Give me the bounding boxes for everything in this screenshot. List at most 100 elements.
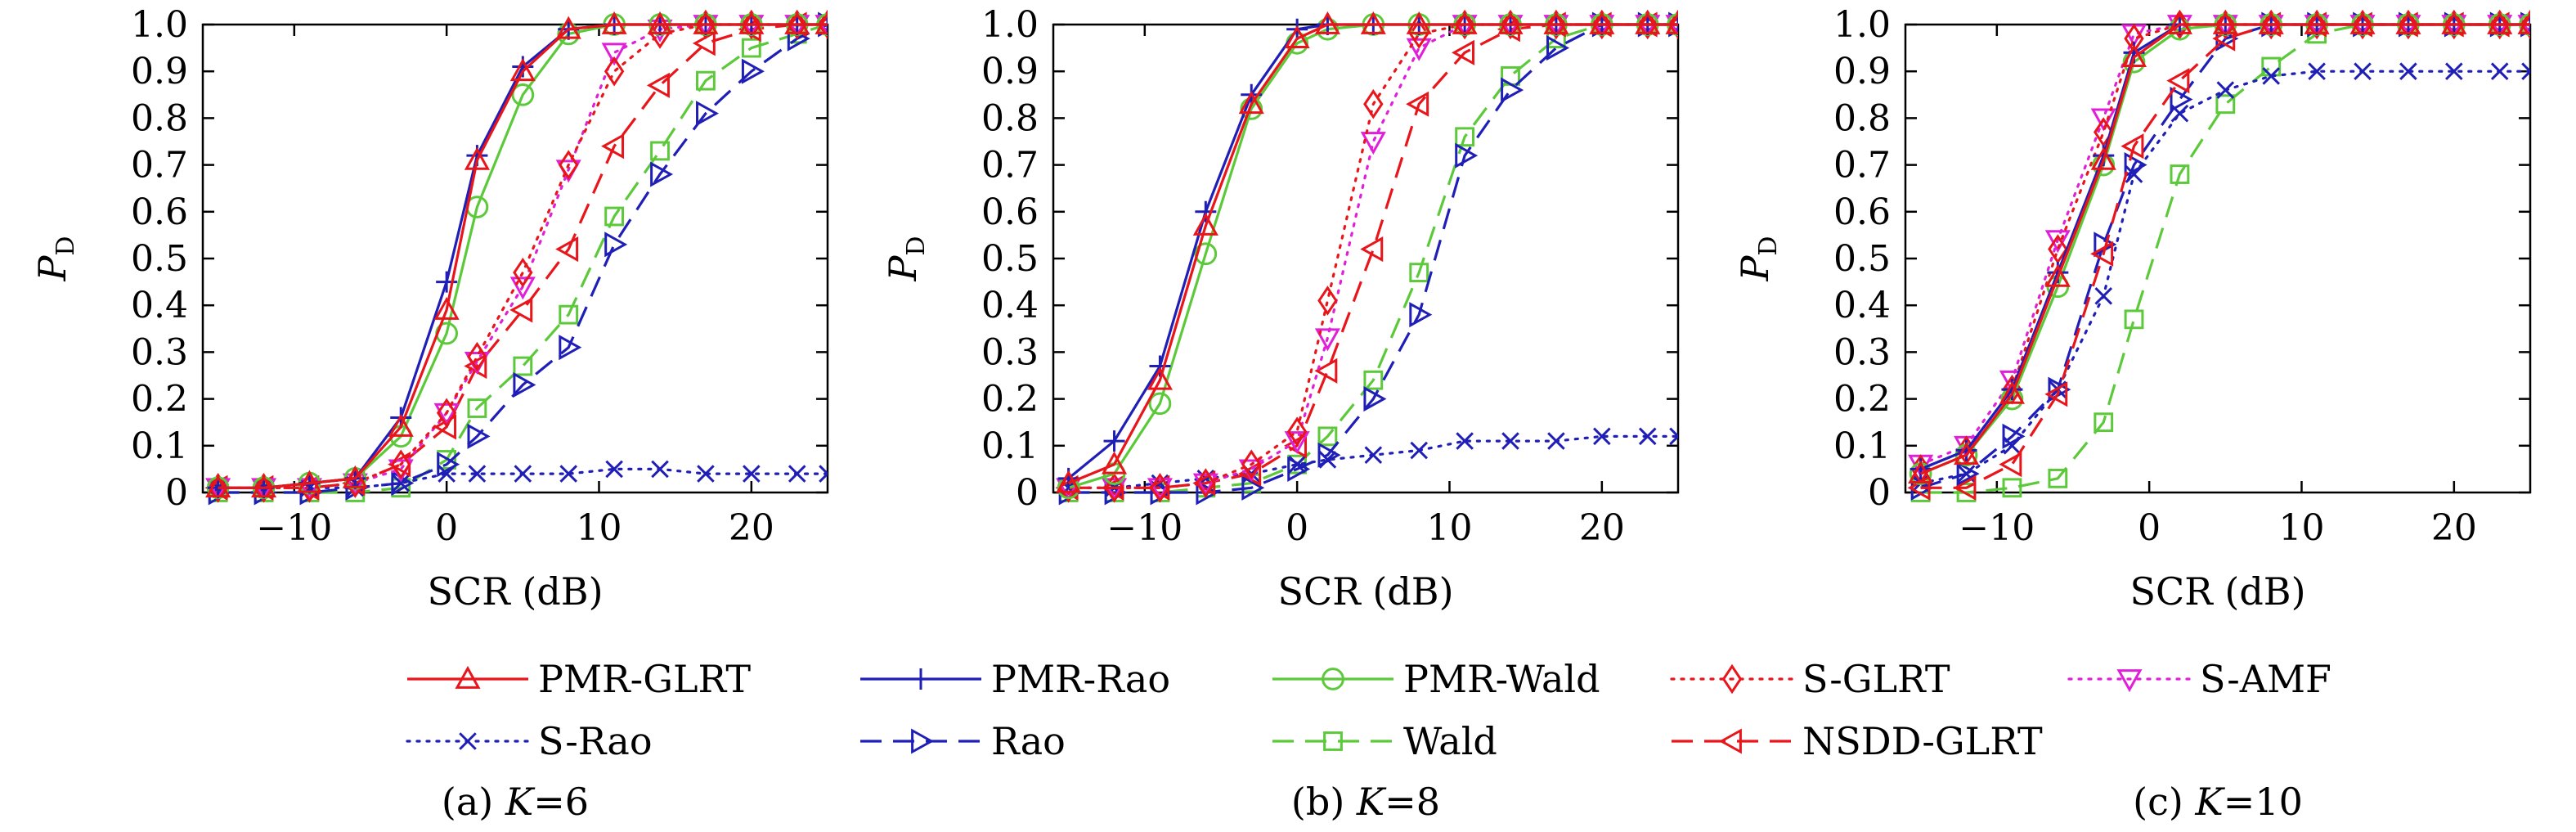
data-point [1314, 328, 1340, 352]
y-tick-label: 0.8 [981, 97, 1039, 139]
data-point [697, 465, 715, 483]
data-point [651, 460, 669, 479]
y-tick-label: 0.9 [1833, 51, 1891, 92]
data-point [467, 341, 487, 372]
data-point [1669, 427, 1678, 446]
series-group [1907, 9, 2530, 502]
data-point [438, 465, 456, 483]
data-point [2120, 133, 2144, 160]
data-point [509, 58, 536, 82]
data-point [1314, 358, 1338, 384]
panel-caption: (c) K=10 [2133, 780, 2303, 824]
data-point [693, 11, 719, 34]
y-tick-label: 0.2 [981, 379, 1039, 420]
data-point [741, 9, 762, 40]
data-point [1056, 470, 1082, 493]
data-point [1360, 11, 1386, 34]
y-tick-label: 0.3 [981, 331, 1039, 373]
series-s-amf [205, 15, 828, 501]
x-tick-label: 10 [1426, 507, 1472, 549]
data-point [2170, 104, 2189, 123]
x-tick-label: 0 [1286, 507, 1308, 549]
data-point [342, 465, 368, 488]
data-point [2094, 286, 2113, 305]
data-point [2215, 94, 2236, 115]
y-tick-label: 0.9 [981, 51, 1039, 92]
data-point [1635, 11, 1661, 34]
legend-label: S-GLRT [1802, 657, 1950, 701]
data-point [2170, 86, 2193, 113]
data-point [1667, 9, 1678, 40]
y-tick-label: 0.1 [1833, 425, 1891, 467]
data-point [1241, 474, 1265, 501]
data-point [1150, 472, 1170, 503]
series-line [1068, 23, 1678, 494]
y-tick-label: 0.4 [1833, 285, 1891, 326]
y-tick-label: 0 [1868, 472, 1891, 514]
data-point [1195, 200, 1217, 223]
data-point [650, 141, 670, 161]
data-point [1665, 11, 1678, 34]
data-point [649, 19, 671, 49]
data-point [2124, 152, 2147, 178]
series-rao [208, 11, 828, 506]
data-point [738, 11, 765, 34]
data-point [604, 56, 625, 87]
data-point [1455, 142, 1479, 169]
data-point [464, 146, 490, 170]
data-point [559, 335, 582, 361]
data-point [555, 236, 579, 263]
data-point [2125, 165, 2143, 183]
data-point [1406, 91, 1429, 117]
data-point [2349, 11, 2376, 34]
y-tick-label: 0.6 [1833, 191, 1891, 233]
data-point [1593, 427, 1611, 446]
legend-entry-s-amf: S-AMF [2067, 657, 2331, 701]
data-point [1363, 88, 1384, 119]
series-line [1920, 23, 2530, 489]
series-group [1055, 9, 1678, 506]
data-point [2487, 11, 2513, 34]
data-point [2521, 62, 2530, 81]
series-line [218, 23, 828, 489]
data-point [2003, 436, 2022, 455]
legend-label: PMR-Rao [991, 657, 1170, 701]
legend-entry-pmr-wald: PMR-Wald [1272, 657, 1600, 701]
data-point [1409, 302, 1433, 328]
data-point [1908, 461, 1934, 484]
legend-entry-wald: Wald [1272, 719, 1497, 763]
legend-entry-rao: Rao [860, 719, 1066, 763]
data-point [2048, 468, 2068, 488]
y-axis-label: PD [1733, 236, 1783, 281]
data-point [1406, 38, 1432, 61]
data-point [433, 403, 460, 426]
data-point [296, 470, 322, 493]
data-point [1454, 9, 1475, 40]
data-point [1196, 468, 1216, 498]
data-point [1360, 236, 1384, 263]
data-point [559, 150, 579, 180]
data-point [254, 472, 274, 503]
data-point [2166, 11, 2192, 34]
data-point [2090, 241, 2114, 267]
series-nsdd-glrt [1055, 11, 1678, 501]
data-point [2094, 412, 2114, 433]
data-point [392, 474, 411, 492]
data-point [2352, 9, 2373, 40]
y-tick-label: 0 [165, 472, 188, 514]
data-point [1317, 286, 1338, 316]
y-tick-label: 0.4 [981, 285, 1039, 326]
data-point [468, 465, 487, 483]
x-tick-label: 0 [435, 507, 458, 549]
data-point [605, 460, 623, 479]
series-line [217, 23, 828, 489]
y-tick-label: 0.8 [1833, 97, 1891, 139]
series-line [218, 23, 828, 494]
data-point [1455, 127, 1475, 147]
data-point [647, 11, 673, 34]
legend-entry-nsdd-glrt: NSDD-GLRT [1672, 719, 2043, 763]
data-point [1953, 442, 1980, 465]
series-line [1067, 23, 1678, 489]
data-point [2304, 11, 2330, 34]
